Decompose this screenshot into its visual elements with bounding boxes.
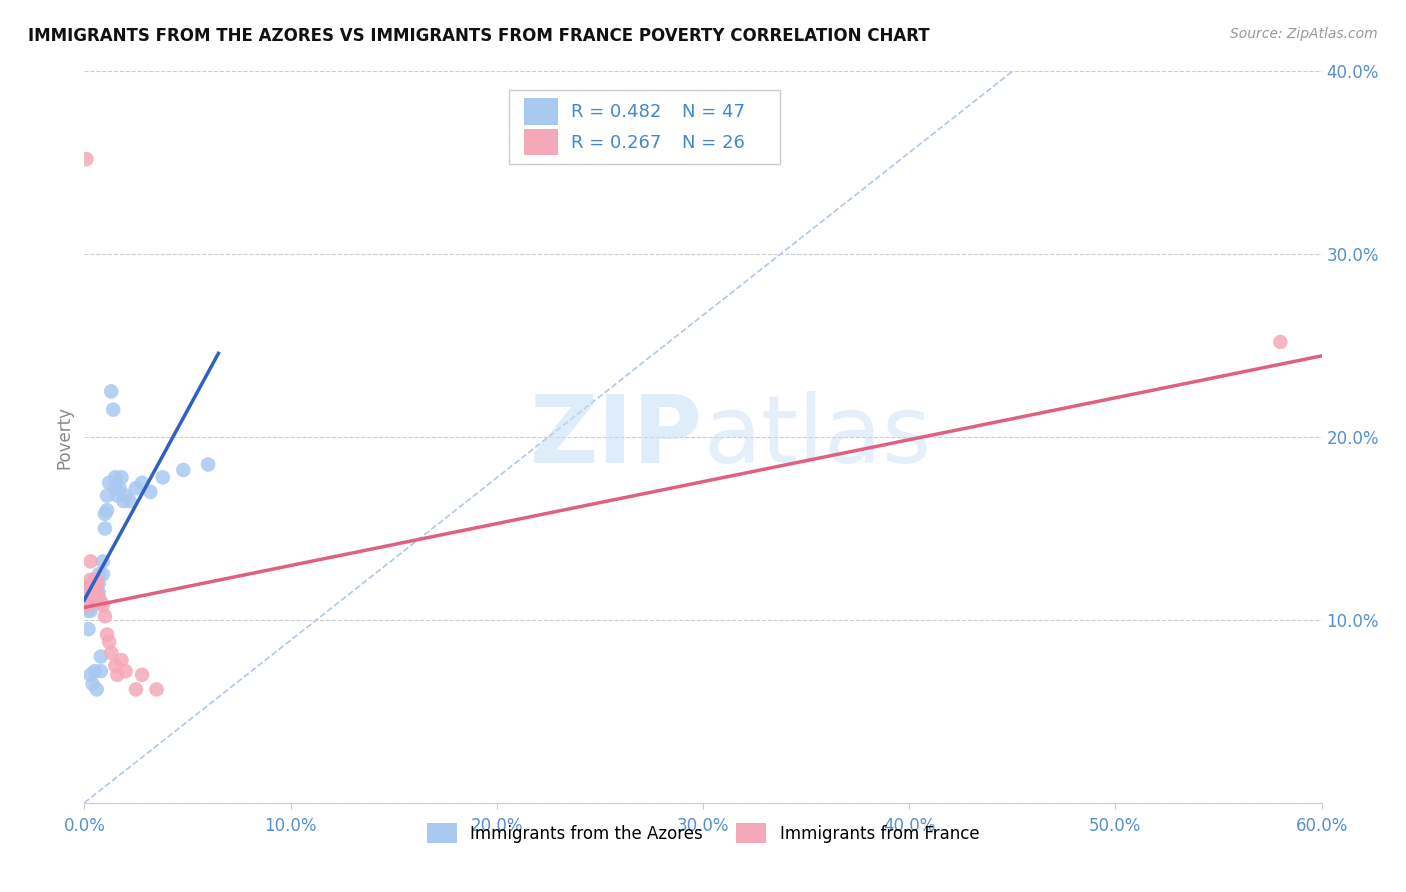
Point [110,653,132,667]
Point [96,627,118,641]
Point [79,554,101,568]
Point [77,599,100,613]
Point [83,594,105,608]
Legend: Immigrants from the Azores, Immigrants from France: Immigrants from the Azores, Immigrants f… [420,817,986,849]
Point [91,599,114,613]
Point [86,580,108,594]
Point [77,580,100,594]
Point [112,494,135,508]
FancyBboxPatch shape [509,90,780,164]
Point [83,664,105,678]
Point [75,152,97,166]
Point [98,475,121,490]
Text: atlas: atlas [703,391,931,483]
Point [87,567,110,582]
Point [91,567,114,582]
Point [77,585,100,599]
Point [118,494,141,508]
Point [125,682,148,697]
Point [75,591,97,605]
Point [79,573,101,587]
Point [79,604,101,618]
Point [82,677,104,691]
Point [83,585,105,599]
Point [82,580,104,594]
Point [86,576,108,591]
Text: IMMIGRANTS FROM THE AZORES VS IMMIGRANTS FROM FRANCE POVERTY CORRELATION CHART: IMMIGRANTS FROM THE AZORES VS IMMIGRANTS… [28,27,929,45]
Point [145,682,167,697]
Text: N = 26: N = 26 [682,134,745,152]
Point [114,489,136,503]
Point [197,458,219,472]
Point [75,580,97,594]
Point [98,635,121,649]
Point [103,402,125,417]
Point [83,580,105,594]
Point [105,667,128,681]
Text: N = 47: N = 47 [682,103,745,120]
Point [90,594,112,608]
Point [100,646,122,660]
Point [104,481,127,495]
Point [79,591,101,605]
Point [86,585,108,599]
Text: R = 0.482: R = 0.482 [571,103,661,120]
Point [110,470,132,484]
Point [90,664,112,678]
Point [108,481,131,495]
FancyBboxPatch shape [523,129,558,155]
Point [114,664,136,678]
FancyBboxPatch shape [523,98,558,125]
Point [87,576,110,591]
Point [87,585,110,599]
Y-axis label: Poverty: Poverty [55,406,73,468]
Point [82,585,104,599]
Point [77,622,100,636]
Point [125,481,148,495]
Text: Source: ZipAtlas.com: Source: ZipAtlas.com [1230,27,1378,41]
Point [139,485,162,500]
Point [83,573,105,587]
Point [86,573,108,587]
Point [104,470,127,484]
Point [79,667,101,681]
Point [96,489,118,503]
Point [131,475,153,490]
Point [86,682,108,697]
Point [87,591,110,605]
Point [90,649,112,664]
Point [83,576,105,591]
Point [104,658,127,673]
Point [94,507,117,521]
Point [152,470,174,484]
Text: ZIP: ZIP [530,391,703,483]
Point [100,384,122,399]
Point [77,604,100,618]
Point [94,521,117,535]
Point [105,489,128,503]
Point [79,580,101,594]
Point [96,503,118,517]
Point [94,609,117,624]
Point [91,554,114,568]
Point [172,463,194,477]
Point [82,576,104,591]
Point [1270,334,1292,349]
Point [82,591,104,605]
Point [131,667,153,681]
Text: R = 0.267: R = 0.267 [571,134,661,152]
